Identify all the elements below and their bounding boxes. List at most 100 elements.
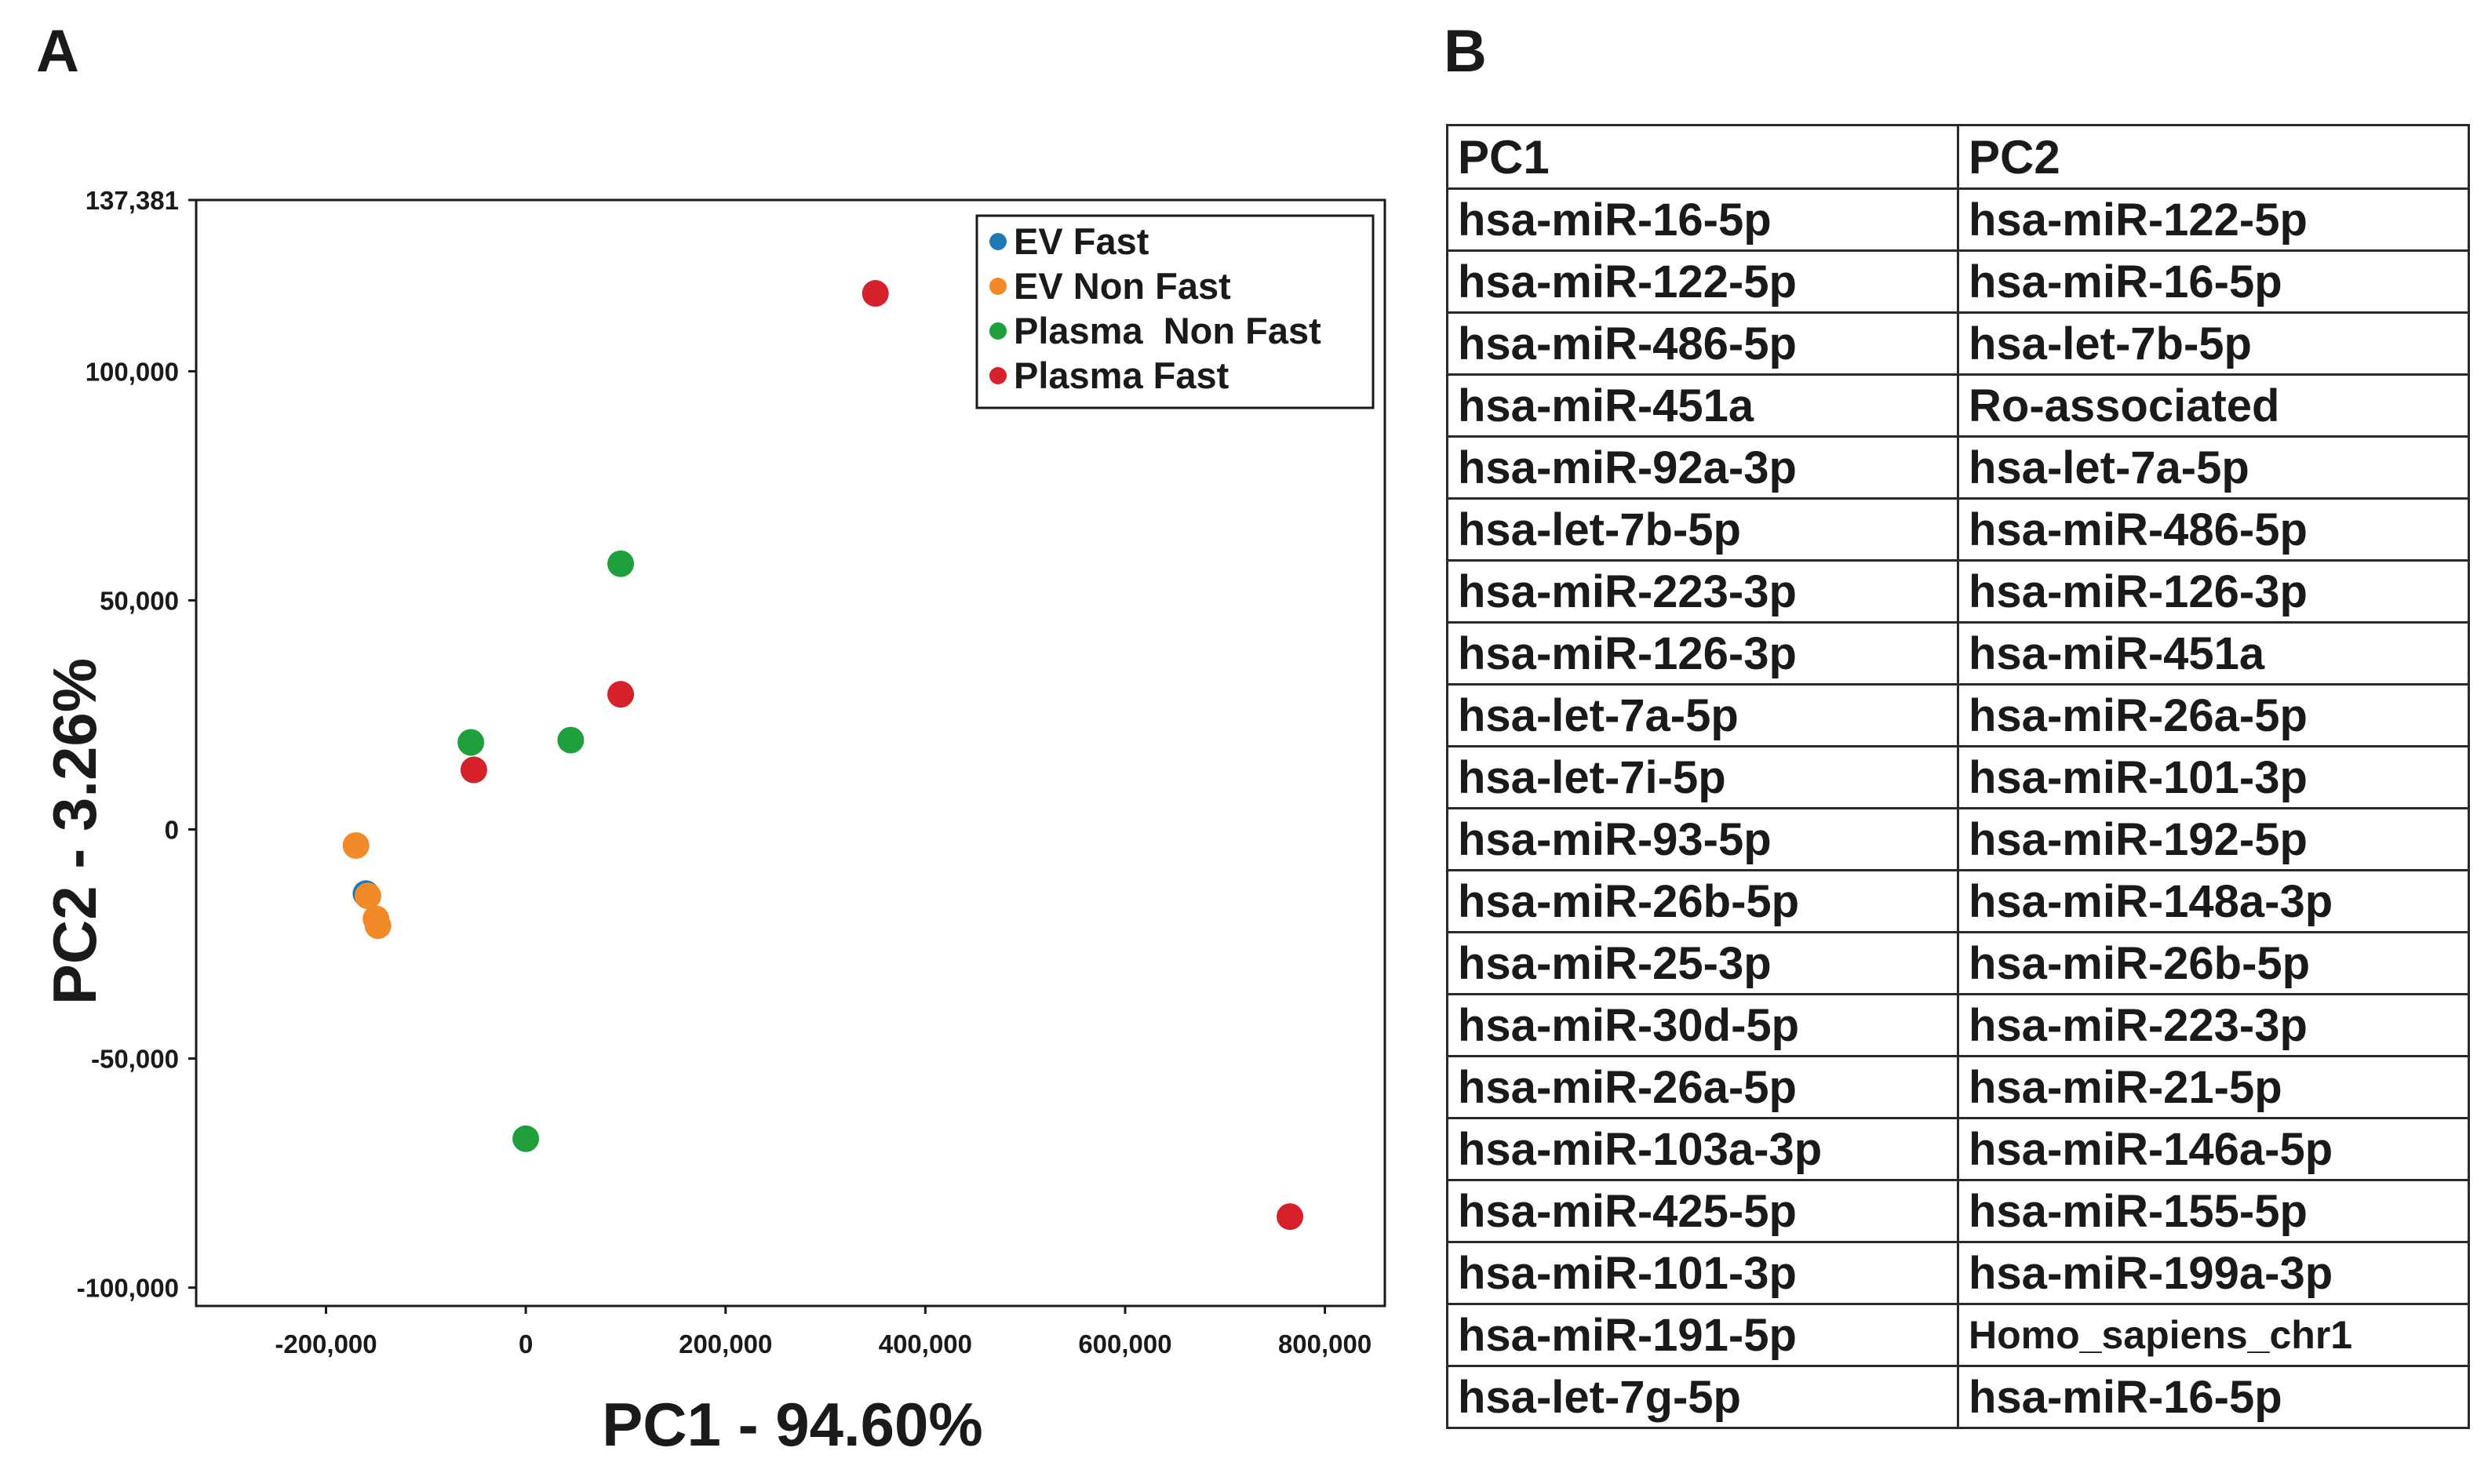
pca-scatter-plot: 137,381 100,000 50,000 0 -50,000 -100,000 -20… (40, 186, 1386, 1459)
x-axis-title: PC1 - 94.60% (602, 1390, 983, 1459)
point-ev-non-fast (342, 831, 370, 859)
pc2-cell: hsa-miR-192-5p (1957, 807, 2470, 871)
y-tick-label: 100,000 (86, 357, 179, 386)
table-row: hsa-miR-425-5p hsa-miR-155-5p (1446, 1179, 2470, 1243)
x-tick-label: 600,000 (1078, 1329, 1171, 1359)
pc2-cell: hsa-miR-26b-5p (1957, 931, 2470, 995)
legend-swatch (989, 278, 1007, 295)
pc1-cell: hsa-miR-126-3p (1446, 621, 1959, 686)
table-row: hsa-miR-25-3p hsa-miR-26b-5p (1446, 931, 2470, 995)
pc2-cell: hsa-miR-101-3p (1957, 745, 2470, 809)
y-tick-label: 50,000 (100, 586, 179, 615)
y-tick-label: 137,381 (86, 186, 179, 215)
x-tick-label: 400,000 (879, 1329, 972, 1359)
pc1-cell: hsa-miR-26a-5p (1446, 1055, 1959, 1119)
legend-label: Plasma Fast (1014, 355, 1229, 396)
pc1-cell: hsa-miR-16-5p (1446, 187, 1959, 252)
table-row: hsa-miR-451a Ro-associated (1446, 373, 2470, 438)
table-row: hsa-let-7g-5p hsa-miR-16-5p (1446, 1365, 2470, 1429)
pc2-cell: hsa-miR-199a-3p (1957, 1241, 2470, 1305)
pc2-cell: hsa-miR-16-5p (1957, 249, 2470, 314)
header-pc1: PC1 (1446, 124, 1959, 190)
table-row: hsa-let-7i-5p hsa-miR-101-3p (1446, 745, 2470, 809)
y-axis: 137,381 100,000 50,000 0 -50,000 -100,000 (77, 186, 196, 1303)
table-row: hsa-miR-191-5p Homo_sapiens_chr1 (1446, 1303, 2470, 1367)
legend-swatch (989, 322, 1007, 340)
table-row: hsa-let-7b-5p hsa-miR-486-5p (1446, 497, 2470, 562)
pc1-cell: hsa-miR-25-3p (1446, 931, 1959, 995)
pc2-cell: hsa-miR-21-5p (1957, 1055, 2470, 1119)
point-plasma-non-fast (607, 550, 635, 577)
pc2-cell: hsa-miR-223-3p (1957, 993, 2470, 1057)
x-tick-label: 200,000 (679, 1329, 772, 1359)
legend-swatch (989, 367, 1007, 384)
data-points (342, 280, 1304, 1231)
point-ev-non-fast (364, 912, 392, 940)
pc1-cell: hsa-miR-191-5p (1446, 1303, 1959, 1367)
point-plasma-fast (1277, 1203, 1304, 1231)
table-row: hsa-miR-122-5p hsa-miR-16-5p (1446, 249, 2470, 314)
pc2-cell: hsa-miR-122-5p (1957, 187, 2470, 252)
pc1-cell: hsa-miR-30d-5p (1446, 993, 1959, 1057)
x-tick-label: -200,000 (275, 1329, 377, 1359)
x-axis: -200,000 0 200,000 400,000 600,000 800,000 (275, 1306, 1371, 1359)
panel-label-b: B (1444, 18, 1487, 85)
pc2-cell: hsa-miR-146a-5p (1957, 1117, 2470, 1181)
pc1-cell: hsa-miR-451a (1446, 373, 1959, 438)
pc1-cell: hsa-let-7i-5p (1446, 745, 1959, 809)
legend-box (975, 214, 1375, 409)
pc1-cell: hsa-miR-93-5p (1446, 807, 1959, 871)
pc1-cell: hsa-miR-425-5p (1446, 1179, 1959, 1243)
pc-loadings-table: PC1 PC2 hsa-miR-16-5p hsa-miR-122-5p hsa-m… (1446, 124, 2470, 1429)
pc2-cell: Ro-associated (1957, 373, 2470, 438)
pc1-cell: hsa-miR-486-5p (1446, 311, 1959, 376)
pc2-cell: hsa-let-7a-5p (1957, 435, 2470, 500)
pc2-cell: hsa-let-7b-5p (1957, 311, 2470, 376)
pc1-cell: hsa-let-7b-5p (1446, 497, 1959, 562)
legend-label: EV Non Fast (1014, 265, 1231, 307)
point-plasma-non-fast (557, 726, 585, 754)
pc1-cell: hsa-miR-92a-3p (1446, 435, 1959, 500)
point-plasma-non-fast (512, 1125, 540, 1152)
table-row: hsa-miR-101-3p hsa-miR-199a-3p (1446, 1241, 2470, 1305)
pc2-cell: hsa-miR-126-3p (1957, 559, 2470, 624)
pc2-cell: hsa-miR-148a-3p (1957, 869, 2470, 933)
point-plasma-fast (862, 280, 889, 307)
pc1-cell: hsa-miR-223-3p (1446, 559, 1959, 624)
pc1-cell: hsa-miR-122-5p (1446, 249, 1959, 314)
table-row: hsa-miR-16-5p hsa-miR-122-5p (1446, 187, 2470, 252)
table-row: hsa-miR-223-3p hsa-miR-126-3p (1446, 559, 2470, 624)
x-tick-label: 0 (519, 1329, 533, 1359)
pc1-cell: hsa-let-7g-5p (1446, 1365, 1959, 1429)
pc2-cell: hsa-miR-486-5p (1957, 497, 2470, 562)
pc2-cell: hsa-miR-26a-5p (1957, 683, 2470, 747)
y-axis-title: PC2 - 3.26% (40, 658, 109, 1005)
pc2-cell: hsa-miR-451a (1957, 621, 2470, 686)
legend-label: EV Fast (1014, 220, 1149, 262)
y-tick-label: 0 (165, 815, 179, 844)
table-row: hsa-let-7a-5p hsa-miR-26a-5p (1446, 683, 2470, 747)
table-row: hsa-miR-26a-5p hsa-miR-21-5p (1446, 1055, 2470, 1119)
legend-swatch (989, 233, 1007, 250)
point-plasma-fast (607, 681, 635, 708)
table-row: hsa-miR-30d-5p hsa-miR-223-3p (1446, 993, 2470, 1057)
point-ev-non-fast (354, 882, 381, 910)
legend-label: Plasma Non Fast (1014, 310, 1321, 351)
pc2-cell: hsa-miR-16-5p (1957, 1365, 2470, 1429)
x-tick-label: 800,000 (1278, 1329, 1371, 1359)
y-tick-label: -50,000 (91, 1045, 179, 1074)
pc1-cell: hsa-miR-103a-3p (1446, 1117, 1959, 1181)
point-plasma-fast (460, 756, 487, 784)
point-plasma-non-fast (457, 729, 485, 756)
table-row: hsa-miR-26b-5p hsa-miR-148a-3p (1446, 869, 2470, 933)
panel-label-a: A (36, 18, 79, 85)
pc1-cell: hsa-miR-26b-5p (1446, 869, 1959, 933)
table-row: hsa-miR-93-5p hsa-miR-192-5p (1446, 807, 2470, 871)
y-tick-label: -100,000 (77, 1274, 179, 1303)
table-row: hsa-miR-486-5p hsa-let-7b-5p (1446, 311, 2470, 376)
table-row: hsa-miR-92a-3p hsa-let-7a-5p (1446, 435, 2470, 500)
table-row: hsa-miR-126-3p hsa-miR-451a (1446, 621, 2470, 686)
pc1-cell: hsa-let-7a-5p (1446, 683, 1959, 747)
table-row: hsa-miR-103a-3p hsa-miR-146a-5p (1446, 1117, 2470, 1181)
